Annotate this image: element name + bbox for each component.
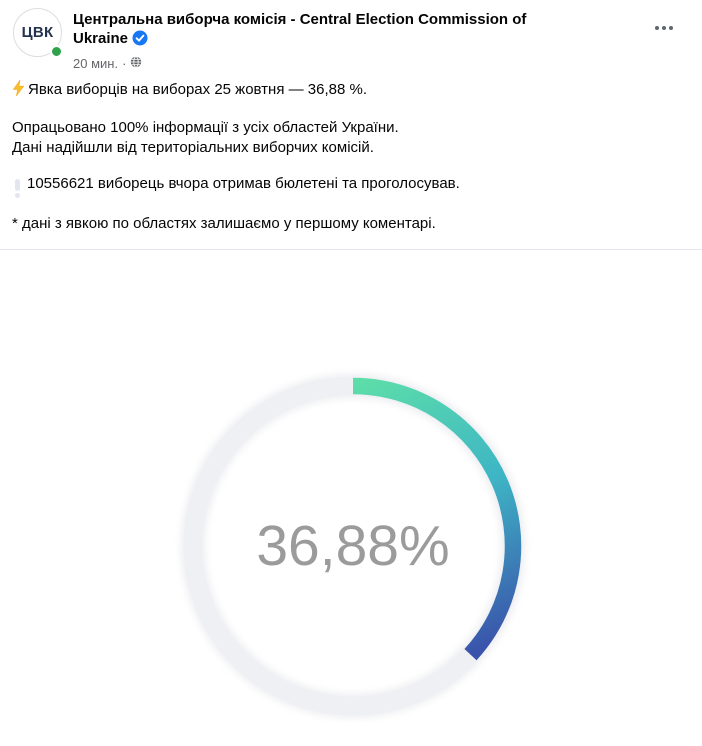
online-status-dot — [50, 45, 63, 58]
page-name-link[interactable]: Центральна виборча комісія - Central Ele… — [73, 10, 563, 51]
ellipsis-icon — [655, 26, 659, 30]
post-line-1-text: Явка виборців на виборах 25 жовтня — 36,… — [28, 81, 368, 98]
progress-arc — [352, 377, 522, 661]
globe-privacy-icon — [130, 56, 142, 72]
avatar-initials[interactable]: ЦВК — [13, 8, 62, 57]
post-meta[interactable]: 20 мин. · — [73, 55, 649, 72]
header-text: Центральна виборча комісія - Central Ele… — [73, 8, 649, 72]
timestamp[interactable]: 20 мин. — [73, 55, 119, 71]
post-line-2: Опрацьовано 100% інформації з усіх облас… — [12, 119, 399, 136]
page-name: Центральна виборча комісія - Central Ele… — [73, 11, 527, 47]
verified-badge-icon — [132, 30, 148, 51]
attachment-divider — [0, 249, 702, 250]
post-line-1: Явка виборців на виборах 25 жовтня — 36,… — [12, 79, 686, 102]
donut-chart — [180, 373, 526, 719]
post-line-3: Дані надійшли від територіальних виборчи… — [12, 139, 374, 156]
white-exclamation-emoji-icon — [15, 179, 20, 198]
lightning-emoji-icon — [12, 79, 25, 102]
post-body: Явка виборців на виборах 25 жовтня — 36,… — [0, 72, 702, 234]
post-line-4: 10556621 виборець вчора отримав бюлетені… — [12, 174, 686, 198]
meta-separator: · — [122, 55, 127, 71]
turnout-percentage-label: 36,88% — [256, 514, 450, 578]
page-avatar[interactable]: ЦВК — [13, 8, 63, 58]
turnout-chart-image[interactable]: 36,88% — [0, 250, 702, 746]
post-options-button[interactable] — [649, 20, 679, 36]
post-header: ЦВК Центральна виборча комісія - Central… — [0, 0, 702, 72]
post-line-4-text: 10556621 виборець вчора отримав бюлетені… — [27, 175, 460, 192]
post-line-5: * дані з явкою по областях залишаємо у п… — [12, 215, 436, 232]
